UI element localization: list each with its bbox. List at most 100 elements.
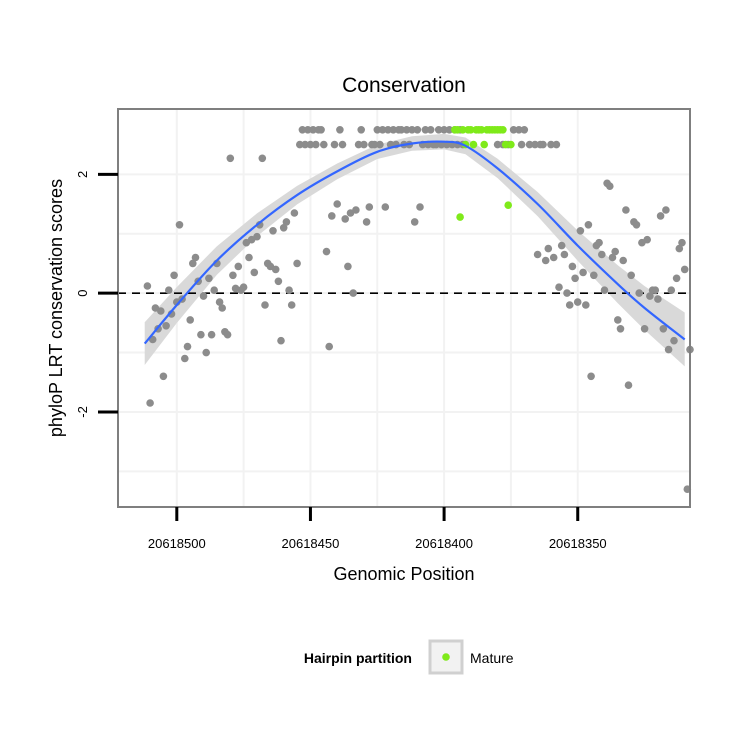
data-point (402, 126, 411, 134)
data-point (381, 203, 390, 211)
data-point (611, 247, 619, 256)
data-point (239, 283, 248, 292)
x-axis: 20618500 20618450 20618400 20618350 (148, 507, 607, 551)
data-point (531, 140, 539, 149)
data-point (349, 289, 358, 297)
data-point-mature (504, 201, 512, 209)
data-point (202, 348, 210, 357)
x-tick-label: 20618450 (282, 536, 340, 551)
data-point (370, 140, 379, 149)
data-point (440, 126, 448, 134)
data-point-mature (459, 126, 467, 134)
data-point (312, 140, 320, 149)
data-point (670, 336, 678, 345)
data-point (234, 262, 243, 271)
data-point (667, 286, 676, 295)
data-point (362, 218, 371, 226)
data-point (287, 301, 296, 309)
data-point (146, 399, 154, 407)
data-point (595, 238, 603, 247)
x-tick-label: 20618350 (549, 536, 607, 551)
data-point (549, 253, 558, 262)
data-point (325, 342, 334, 351)
data-point (285, 286, 293, 295)
data-point (159, 372, 168, 381)
data-point (544, 244, 553, 253)
data-point (432, 140, 440, 149)
data-point (565, 301, 574, 309)
data-point (675, 244, 684, 253)
data-point (584, 221, 593, 229)
data-point (573, 298, 582, 306)
data-point-mature (456, 213, 464, 221)
data-point (616, 325, 625, 333)
data-point (333, 200, 342, 208)
data-point (274, 277, 283, 286)
data-point-mature (501, 140, 510, 149)
data-point (229, 271, 237, 280)
data-point (389, 126, 398, 134)
legend-title: Hairpin partition (304, 650, 412, 666)
data-point (157, 307, 165, 315)
data-point (290, 209, 299, 217)
data-point (282, 218, 291, 226)
y-tick-label: 2 (75, 171, 90, 178)
data-point (563, 289, 571, 297)
data-point-mature (467, 126, 475, 134)
panel-border (117, 108, 691, 508)
data-point (434, 126, 443, 134)
data-point-mature (477, 126, 486, 134)
data-point (547, 140, 555, 149)
data-point (293, 259, 301, 268)
data-point (218, 304, 226, 312)
data-point (226, 154, 235, 163)
data-point (162, 322, 170, 330)
legend-marker-mature (442, 653, 450, 661)
data-point (662, 206, 670, 214)
data-point (181, 354, 189, 363)
data-point (557, 241, 566, 250)
data-point (199, 292, 208, 300)
data-point (552, 140, 561, 149)
data-point (408, 126, 416, 134)
data-point (304, 126, 312, 134)
data-point (624, 381, 633, 390)
data-point (582, 301, 590, 309)
chart-title: Conservation (342, 74, 466, 97)
data-point (298, 126, 307, 134)
data-point (317, 126, 325, 134)
data-point (183, 342, 192, 351)
data-point (579, 268, 587, 277)
data-point (622, 206, 630, 214)
legend-label-mature: Mature (470, 650, 514, 666)
data-point (445, 126, 454, 134)
data-point (261, 301, 269, 309)
data-point (277, 336, 285, 345)
data-point (328, 212, 336, 220)
data-point (539, 140, 547, 149)
data-point (654, 295, 662, 303)
data-point (680, 265, 689, 274)
data-points (143, 126, 694, 494)
data-point (271, 265, 280, 274)
data-point (344, 262, 352, 271)
data-point (341, 215, 350, 223)
data-point (165, 286, 173, 295)
data-point (384, 126, 392, 134)
data-point (210, 286, 218, 295)
data-point (376, 140, 384, 149)
data-point (632, 221, 641, 229)
data-point (296, 140, 304, 149)
x-tick-label: 20618500 (148, 536, 206, 551)
data-point (245, 253, 253, 262)
data-point (410, 218, 419, 226)
y-tick-label: 0 (75, 290, 90, 297)
data-point (336, 126, 344, 134)
data-point (189, 259, 197, 268)
data-point (600, 286, 609, 295)
data-point (659, 325, 668, 333)
y-tick-label: -2 (75, 406, 90, 418)
data-point (627, 271, 635, 280)
data-point (640, 325, 649, 333)
